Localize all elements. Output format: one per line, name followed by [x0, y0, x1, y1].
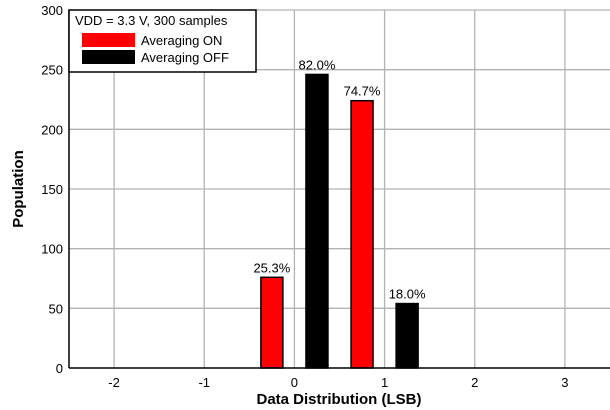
- bar-averaging-off: [305, 73, 329, 369]
- bar-data-label: 82.0%: [299, 57, 336, 72]
- bar-averaging-on: [350, 99, 374, 369]
- legend-label-averaging-off: Averaging OFF: [141, 50, 229, 65]
- legend-swatch-averaging-off: [82, 50, 135, 64]
- bars: [260, 73, 419, 369]
- x-tick-label: 3: [561, 375, 568, 390]
- tick-labels: 0 50 100 150 200 250 300 -2 -1 0 1 2 3: [41, 3, 568, 390]
- legend-swatch-averaging-on: [82, 33, 135, 47]
- y-tick-label: 0: [56, 361, 63, 376]
- legend-title: VDD = 3.3 V, 300 samples: [75, 13, 228, 28]
- x-tick-label: 0: [291, 375, 298, 390]
- data-labels: 25.3% 74.7% 82.0% 18.0%: [253, 57, 426, 301]
- x-tick-label: -2: [108, 375, 120, 390]
- x-tick-label: 2: [471, 375, 478, 390]
- y-tick-label: 300: [41, 3, 63, 18]
- x-tick-label: -1: [198, 375, 210, 390]
- bar-data-label: 25.3%: [253, 260, 290, 275]
- y-tick-label: 50: [49, 301, 63, 316]
- bar-data-label: 74.7%: [344, 84, 381, 99]
- y-tick-label: 150: [41, 182, 63, 197]
- bar-averaging-off: [395, 302, 419, 369]
- legend: VDD = 3.3 V, 300 samples Averaging ON Av…: [68, 9, 257, 73]
- bar-averaging-on: [260, 276, 284, 369]
- x-tick-label: 1: [381, 375, 388, 390]
- y-tick-label: 200: [41, 122, 63, 137]
- y-tick-label: 100: [41, 242, 63, 257]
- y-axis-title: Population: [10, 150, 27, 228]
- legend-label-averaging-on: Averaging ON: [141, 33, 222, 48]
- x-axis-title: Data Distribution (LSB): [257, 391, 422, 408]
- y-tick-label: 250: [41, 63, 63, 78]
- bar-data-label: 18.0%: [389, 287, 426, 302]
